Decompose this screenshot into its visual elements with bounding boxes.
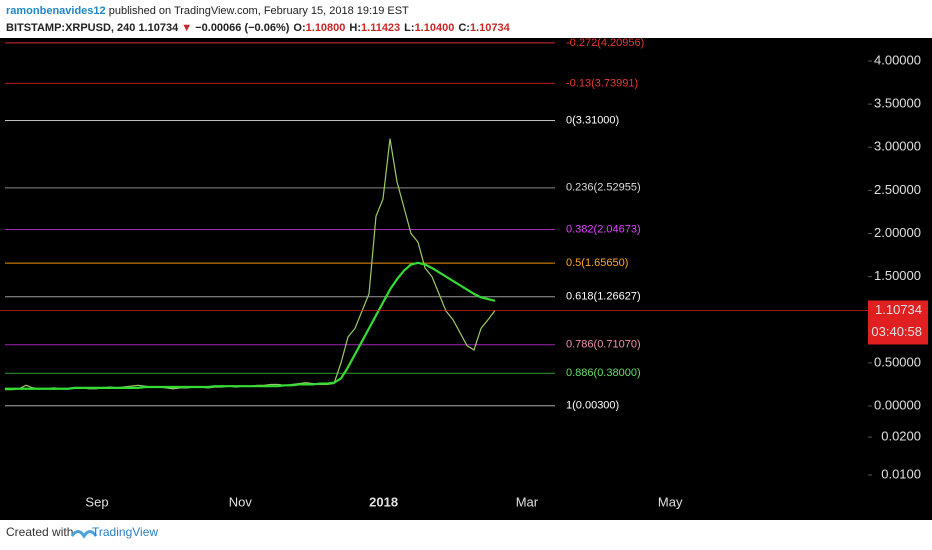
author[interactable]: ramonbenavides12 [6,5,106,17]
ohlc-value: 1.10800 [306,22,346,34]
fib-label: -0.272(4.20956) [566,37,644,49]
y-tick-label: 2.50000 [874,182,921,197]
y-tick-label: 0.0200 [881,429,921,444]
ohlc-value: 1.10400 [415,22,455,34]
x-tick-label: Nov [229,494,253,509]
published: published on TradingView.com, February 1… [109,5,409,17]
ohlc-label: L: [404,22,414,34]
last-price-label: 1.10734 [875,302,922,317]
y-tick-label: 3.00000 [874,139,921,154]
countdown: 03:40:58 [871,324,922,339]
fib-label: 0.786(0.71070) [566,339,641,351]
symbol: BITSTAMP:XRPUSD, 240 [6,22,135,34]
header-line: ramonbenavides12 published on TradingVie… [6,5,409,17]
x-tick-label: May [658,494,683,509]
ohlc-label: C: [458,22,470,34]
fib-label: 1(0.00300) [566,400,619,412]
y-tick-label: 4.00000 [874,52,921,67]
fib-label: 0(3.31000) [566,114,619,126]
change: −0.00066 (−0.06%) [195,22,290,34]
y-tick-label: 0.00000 [874,397,921,412]
ohlc-value: 1.11423 [361,22,400,34]
ohlc: O:1.10800 H:1.11423 L:1.10400 C:1.10734 [293,22,510,34]
fib-label: 0.5(1.65650) [566,257,628,269]
plot: 4.00000 3.50000 3.00000 2.50000 2.00000 1.500… [0,37,928,509]
y-tick-label: 0.50000 [874,354,921,369]
fib-label: 0.886(0.38000) [566,367,641,379]
ma-line [5,261,496,390]
y-tick-label: 3.50000 [874,96,921,111]
fib-label: -0.13(3.73991) [566,77,638,89]
down-arrow: ▼ [181,22,192,34]
x-tick-label: 2018 [369,494,398,509]
y-tick-label: 2.00000 [874,225,921,240]
brand-logo [70,530,98,539]
footer-text: Created with [6,525,73,539]
last-price-tag [868,300,928,345]
y-tick-label: 1.50000 [874,268,921,283]
chart-background [0,38,932,520]
x-tick-label: Sep [85,494,108,509]
ohlc-value: 1.10734 [470,22,511,34]
footer-brand[interactable]: TradingView [92,525,158,539]
fib-label: 0.236(2.52955) [566,182,641,194]
symbol-line: BITSTAMP:XRPUSD, 240 1.10734 ▼ −0.00066 … [6,22,511,34]
ohlc-label: H: [349,22,361,34]
ohlc-label: O: [293,22,305,34]
x-tick-label: Mar [516,494,539,509]
fib-label: 0.382(2.04673) [566,223,641,235]
footer [0,520,932,550]
fib-label: 0.618(1.26627) [566,291,641,303]
last: 1.10734 [138,22,179,34]
y-tick-label: 0.0100 [881,466,921,481]
